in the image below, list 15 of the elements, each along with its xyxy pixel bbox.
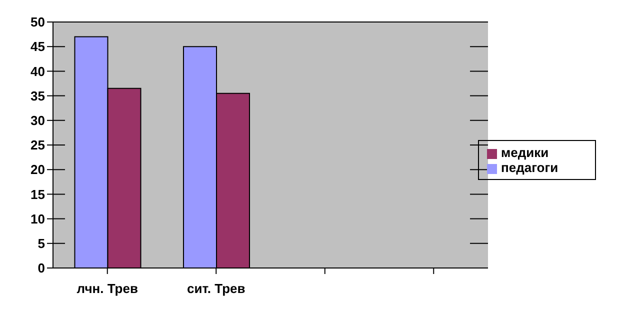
y-tick-label: 0 <box>38 260 45 276</box>
y-tick-label: 40 <box>30 64 45 79</box>
y-tick-label: 50 <box>30 14 45 30</box>
y-tick-label: 35 <box>30 88 45 104</box>
y-tick-label: 5 <box>38 236 45 252</box>
y-tick-label: 45 <box>30 39 45 54</box>
legend-label: педагоги <box>501 160 558 175</box>
legend-label: медики <box>501 145 549 160</box>
y-tick-label: 30 <box>30 113 45 128</box>
y-tick-label: 25 <box>30 138 45 153</box>
y-tick-label: 15 <box>30 186 45 202</box>
y-tick-label: 10 <box>30 211 45 226</box>
y-tick-label: 20 <box>30 162 45 178</box>
x-tick-label: сит. Трев <box>186 281 246 296</box>
x-tick-label: лчн. Трев <box>76 281 138 296</box>
